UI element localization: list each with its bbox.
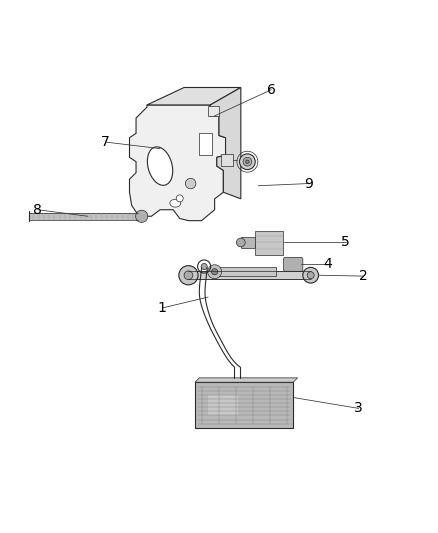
Text: 8: 8 [33, 203, 42, 217]
Bar [215, 268, 276, 276]
Bar [195, 382, 293, 428]
Circle shape [201, 263, 207, 270]
Bar [188, 271, 311, 279]
Circle shape [185, 179, 196, 189]
Text: 5: 5 [341, 236, 350, 249]
Text: 4: 4 [324, 257, 332, 271]
Text: 7: 7 [101, 135, 110, 149]
Bar [255, 231, 283, 255]
Polygon shape [130, 105, 226, 221]
Text: 2: 2 [359, 269, 367, 283]
Bar [221, 154, 233, 166]
Text: 1: 1 [158, 301, 167, 315]
Circle shape [303, 268, 318, 283]
Text: 9: 9 [304, 176, 313, 190]
Ellipse shape [170, 199, 181, 207]
Circle shape [246, 160, 249, 164]
Polygon shape [147, 87, 241, 105]
FancyBboxPatch shape [284, 257, 303, 271]
Polygon shape [210, 87, 241, 199]
Circle shape [243, 157, 252, 166]
Polygon shape [195, 378, 297, 382]
Circle shape [184, 271, 193, 280]
Circle shape [176, 195, 183, 202]
Bar [241, 237, 255, 248]
Circle shape [212, 269, 218, 275]
Ellipse shape [148, 147, 173, 185]
Bar [208, 395, 237, 415]
Circle shape [179, 265, 198, 285]
Circle shape [208, 265, 222, 279]
Circle shape [136, 210, 148, 222]
Bar [208, 106, 219, 116]
Bar [29, 213, 138, 220]
Text: 3: 3 [354, 401, 363, 415]
Text: 6: 6 [267, 83, 276, 96]
Circle shape [240, 154, 255, 169]
Circle shape [237, 238, 245, 247]
Circle shape [307, 272, 314, 279]
Bar [199, 133, 212, 155]
